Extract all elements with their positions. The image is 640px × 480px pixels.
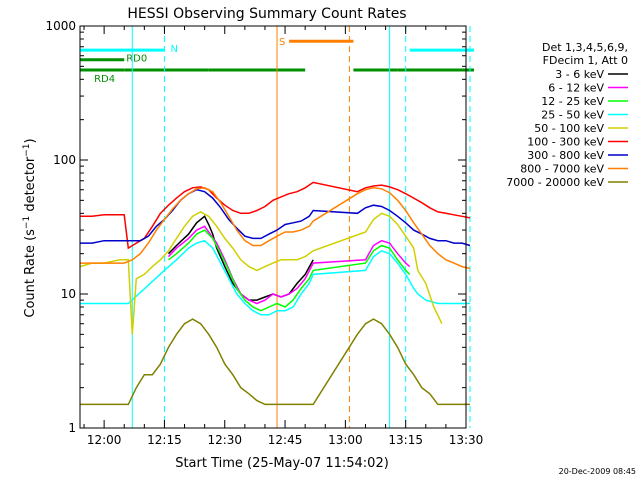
y-tick-label: 100	[53, 153, 76, 167]
timestamp: 20-Dec-2009 08:45	[559, 467, 636, 476]
legend-entry-label: 7000 - 20000 keV	[506, 176, 604, 189]
y-axis-label: Count Rate (s−1 detector−1)	[22, 138, 38, 317]
y-label-sup: −1	[22, 143, 32, 156]
y-ticks: 1 10 100 1000	[45, 19, 466, 435]
y-tick-label: 10	[61, 287, 76, 301]
legend-entry-label: 100 - 300 keV	[527, 136, 604, 149]
flags-layer: N RD0 RD4 S	[80, 37, 475, 85]
y-tick-label: 1000	[45, 19, 76, 33]
x-tick-label: 12:00	[87, 433, 122, 447]
legend-entry-label: 300 - 800 keV	[527, 149, 604, 162]
legend-entry-label: 3 - 6 keV	[555, 68, 604, 81]
plot-frame	[79, 25, 467, 429]
chart-title: HESSI Observing Summary Count Rates	[127, 6, 406, 22]
series-line	[80, 318, 470, 406]
series-line	[80, 239, 470, 316]
x-tick-label: 12:15	[147, 433, 182, 447]
series-line	[167, 215, 314, 301]
x-tick-label: 12:30	[207, 433, 242, 447]
series-layer	[79, 181, 471, 406]
x-tick-label: 12:45	[268, 433, 303, 447]
legend-header-2: FDecim 1, Att 0	[543, 54, 628, 67]
flag-label: RD4	[94, 74, 115, 85]
legend-entry-label: 6 - 12 keV	[548, 82, 604, 95]
series-line	[79, 211, 443, 335]
flag-label: RD0	[126, 54, 147, 65]
x-ticks: 12:00 12:15 12:30 12:45 13:00 13:15 13:30	[83, 26, 484, 447]
y-tick-label: 1	[68, 421, 76, 435]
y-label-sup: −1	[22, 216, 32, 229]
flag-label: N	[170, 44, 177, 55]
y-label-part: Count Rate (s	[23, 229, 38, 318]
x-tick-label: 13:00	[328, 433, 363, 447]
legend-entry-label: 800 - 7000 keV	[520, 163, 604, 176]
vlines-layer	[131, 26, 471, 428]
x-tick-label: 13:30	[449, 433, 484, 447]
x-axis-label: Start Time (25-May-07 11:54:02)	[175, 456, 389, 471]
series-line	[167, 225, 411, 305]
legend-entry-label: 12 - 25 keV	[541, 95, 604, 108]
y-label-part: )	[23, 138, 38, 143]
legend-entry-label: 25 - 50 keV	[541, 109, 604, 122]
x-tick-label: 13:15	[388, 433, 423, 447]
flag-label: S	[279, 37, 285, 48]
series-line	[168, 229, 411, 312]
series-line	[80, 181, 471, 250]
series-line	[80, 188, 471, 247]
y-label-part: detector	[23, 156, 38, 216]
series-line	[80, 187, 471, 270]
legend-header-1: Det 1,3,4,5,6,9,	[542, 41, 628, 54]
legend-entry-label: 50 - 100 keV	[534, 122, 604, 135]
